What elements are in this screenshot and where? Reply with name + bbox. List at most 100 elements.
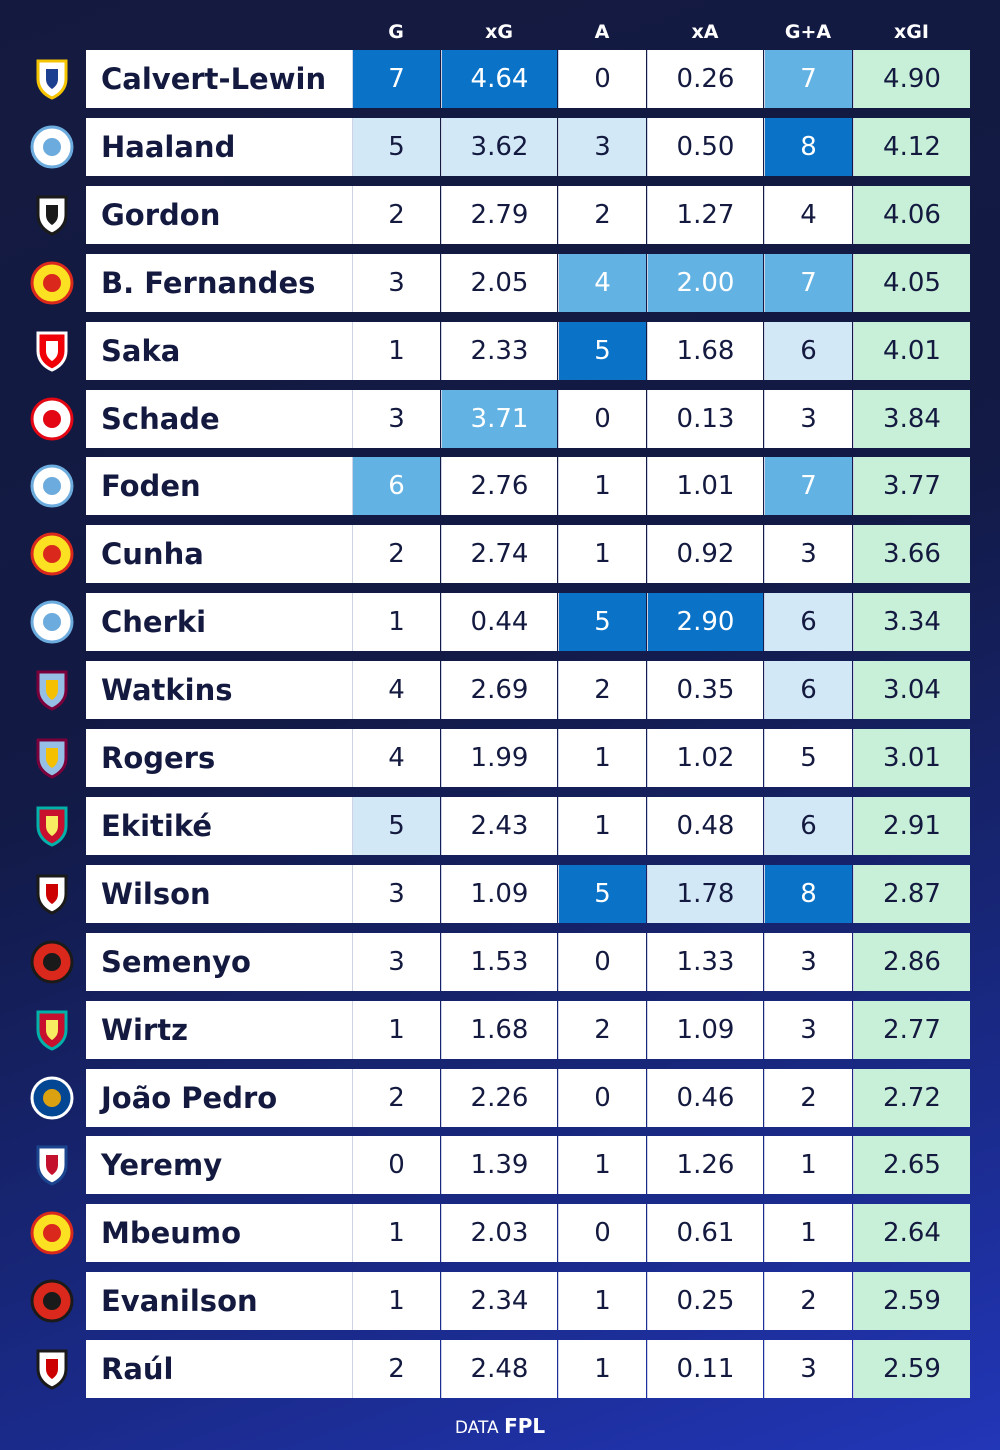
- cell-xgi: 4.90: [853, 50, 970, 108]
- cell-ga: 7: [764, 50, 852, 108]
- cell-g: 4: [352, 729, 440, 787]
- cell-g: 1: [352, 1204, 440, 1262]
- cell-ga: 6: [764, 593, 852, 651]
- cell-xgi: 4.05: [853, 254, 970, 312]
- player-name: B. Fernandes: [86, 254, 352, 312]
- cell-xgi: 4.06: [853, 186, 970, 244]
- cell-xg: 1.68: [441, 1001, 557, 1059]
- cell-a: 1: [558, 1272, 646, 1330]
- fulham-crest-icon: [30, 872, 74, 916]
- cell-xgi: 3.66: [853, 525, 970, 583]
- footer-prefix: DATA: [454, 1418, 499, 1438]
- cell-g: 5: [352, 797, 440, 855]
- cell-xgi: 3.01: [853, 729, 970, 787]
- cell-xg: 2.43: [441, 797, 557, 855]
- table-row: Saka 1 2.33 5 1.68 6 4.01: [86, 322, 970, 380]
- cell-ga: 6: [764, 322, 852, 380]
- player-name: Rogers: [86, 729, 352, 787]
- cell-ga: 1: [764, 1204, 852, 1262]
- cell-g: 5: [352, 118, 440, 176]
- column-header-xa: xA: [691, 21, 719, 43]
- cell-xgi: 2.59: [853, 1340, 970, 1398]
- leeds-crest-icon: [30, 57, 74, 101]
- player-name: Raúl: [86, 1340, 352, 1398]
- cell-ga: 8: [764, 865, 852, 923]
- cell-xg: 2.26: [441, 1069, 557, 1127]
- bournemouth-crest-icon: [30, 940, 74, 984]
- cell-ga: 3: [764, 1340, 852, 1398]
- player-name: Ekitiké: [86, 797, 352, 855]
- cell-xg: 2.79: [441, 186, 557, 244]
- cell-xgi: 4.12: [853, 118, 970, 176]
- cell-xa: 0.35: [647, 661, 763, 719]
- column-header-ga: G+A: [784, 21, 832, 43]
- player-name: Cunha: [86, 525, 352, 583]
- cell-xgi: 3.84: [853, 390, 970, 448]
- cell-xgi: 2.59: [853, 1272, 970, 1330]
- cell-a: 1: [558, 525, 646, 583]
- cell-g: 3: [352, 933, 440, 991]
- cell-a: 3: [558, 118, 646, 176]
- cell-xg: 2.05: [441, 254, 557, 312]
- cell-ga: 5: [764, 729, 852, 787]
- cell-g: 3: [352, 254, 440, 312]
- cell-g: 4: [352, 661, 440, 719]
- player-name: Wilson: [86, 865, 352, 923]
- column-header-xg: xG: [485, 21, 513, 43]
- cell-xa: 0.13: [647, 390, 763, 448]
- player-name: Gordon: [86, 186, 352, 244]
- player-name: Foden: [86, 457, 352, 515]
- cell-g: 2: [352, 1340, 440, 1398]
- cell-g: 2: [352, 186, 440, 244]
- player-name: Evanilson: [86, 1272, 352, 1330]
- liverpool-crest-icon: [30, 1008, 74, 1052]
- cell-ga: 3: [764, 933, 852, 991]
- table-row: João Pedro 2 2.26 0 0.46 2 2.72: [86, 1069, 970, 1127]
- cell-xa: 2.00: [647, 254, 763, 312]
- cell-xg: 2.48: [441, 1340, 557, 1398]
- cell-g: 7: [352, 50, 440, 108]
- player-name: Yeremy: [86, 1136, 352, 1194]
- cell-a: 0: [558, 50, 646, 108]
- player-name: Wirtz: [86, 1001, 352, 1059]
- cell-a: 2: [558, 186, 646, 244]
- cell-xa: 1.01: [647, 457, 763, 515]
- cell-xg: 3.71: [441, 390, 557, 448]
- table-row: Yeremy 0 1.39 1 1.26 1 2.65: [86, 1136, 970, 1194]
- table-row: Semenyo 3 1.53 0 1.33 3 2.86: [86, 933, 970, 991]
- fulham-crest-icon: [30, 1347, 74, 1391]
- cell-xa: 0.61: [647, 1204, 763, 1262]
- cell-xgi: 2.64: [853, 1204, 970, 1262]
- cell-a: 1: [558, 1340, 646, 1398]
- bournemouth-crest-icon: [30, 1279, 74, 1323]
- cell-xgi: 3.34: [853, 593, 970, 651]
- cell-xgi: 3.04: [853, 661, 970, 719]
- cell-xa: 1.78: [647, 865, 763, 923]
- cell-ga: 3: [764, 1001, 852, 1059]
- table-row: Haaland 5 3.62 3 0.50 8 4.12: [86, 118, 970, 176]
- cell-a: 0: [558, 933, 646, 991]
- cell-xa: 0.26: [647, 50, 763, 108]
- cell-xa: 0.50: [647, 118, 763, 176]
- arsenal-crest-icon: [30, 329, 74, 373]
- cell-xa: 0.48: [647, 797, 763, 855]
- cell-a: 4: [558, 254, 646, 312]
- cell-a: 0: [558, 1204, 646, 1262]
- cell-xa: 2.90: [647, 593, 763, 651]
- cell-g: 2: [352, 1069, 440, 1127]
- cell-ga: 3: [764, 390, 852, 448]
- cell-xg: 1.53: [441, 933, 557, 991]
- cell-xa: 1.26: [647, 1136, 763, 1194]
- cell-xg: 4.64: [441, 50, 557, 108]
- newcastle-crest-icon: [30, 193, 74, 237]
- cell-g: 6: [352, 457, 440, 515]
- cell-xgi: 2.87: [853, 865, 970, 923]
- cell-xa: 1.09: [647, 1001, 763, 1059]
- player-name: João Pedro: [86, 1069, 352, 1127]
- cell-g: 1: [352, 1272, 440, 1330]
- cell-xgi: 2.77: [853, 1001, 970, 1059]
- table-row: B. Fernandes 3 2.05 4 2.00 7 4.05: [86, 254, 970, 312]
- cell-xgi: 2.65: [853, 1136, 970, 1194]
- table-row: Evanilson 1 2.34 1 0.25 2 2.59: [86, 1272, 970, 1330]
- player-name: Mbeumo: [86, 1204, 352, 1262]
